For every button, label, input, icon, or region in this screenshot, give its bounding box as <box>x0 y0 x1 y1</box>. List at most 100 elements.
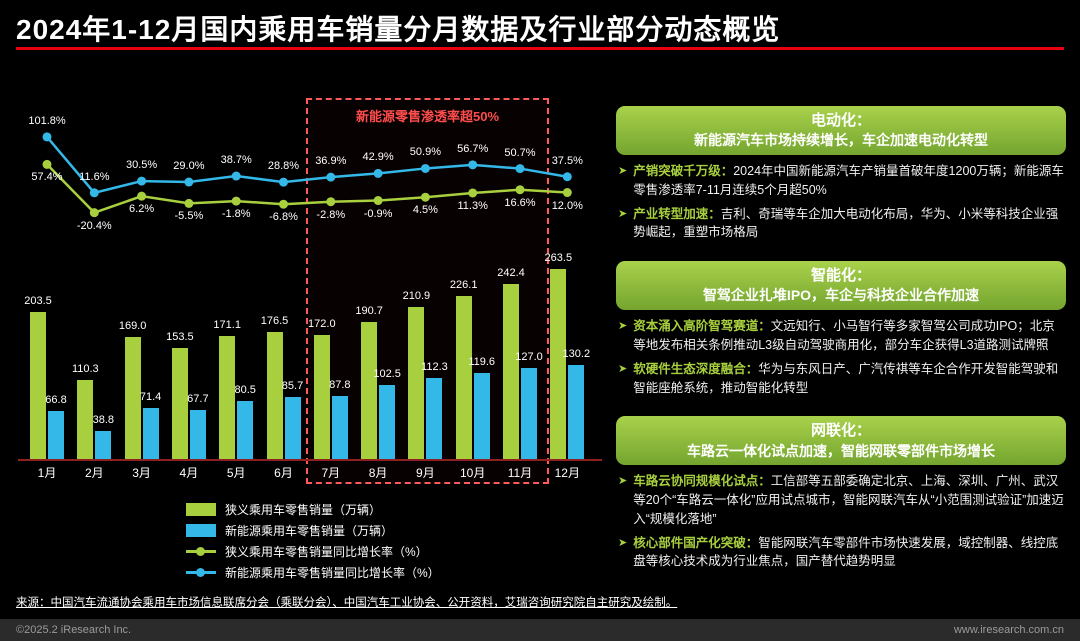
bar-retail <box>266 331 283 459</box>
bullet-arrow-icon: ➤ <box>618 207 628 220</box>
nev-growth-value: 50.7% <box>504 146 536 159</box>
website-link[interactable]: www.iresearch.com.cn <box>953 624 1064 636</box>
bar-retail-value: 153.5 <box>166 331 194 344</box>
bar-retail <box>455 296 472 459</box>
bar-nev <box>426 378 443 459</box>
x-axis-label: 11月 <box>507 466 533 480</box>
legend-line-dot <box>196 547 205 556</box>
nev-growth-value: 37.5% <box>551 154 583 167</box>
panel-3: 网联化： 车路云一体化试点加速，智能网联零部件市场增长 ➤ 车路云协同规模化试点：工信… <box>616 416 1066 576</box>
bar-retail-value: 263.5 <box>544 252 573 265</box>
legend-line-swatch <box>186 545 216 558</box>
bullet-keyword: 产业转型加速： <box>633 206 721 221</box>
nev-growth-value: 101.8% <box>28 114 66 127</box>
bullet-keyword: 软硬件生态深度融合： <box>633 361 759 376</box>
x-axis-label: 10月 <box>460 466 486 480</box>
bar-retail <box>503 284 519 459</box>
bar-nev-value: 85.7 <box>281 380 304 393</box>
nev-growth-value: 29.0% <box>173 160 205 173</box>
nev-penetration-annotation: 新能源零售渗透率超50% <box>355 109 500 124</box>
bullet-text: 产业转型加速：吉利、奇瑞等车企加大电动化布局，华为、小米等科技企业强势崛起，重塑… <box>633 206 1059 240</box>
bar-retail <box>313 335 330 459</box>
legend-label: 新能源乘用车零售销量（万辆） <box>225 524 394 538</box>
nev-growth-value: 36.9% <box>315 155 347 168</box>
nev-penetration-highlight-box: 新能源零售渗透率超50% <box>306 98 549 484</box>
bullet-keyword: 资本涌入高阶智驾赛道： <box>633 319 771 334</box>
bar-retail-value: 226.1 <box>449 279 478 292</box>
legend-bar-swatch <box>186 524 216 537</box>
copyright-text: ©2025.2 iResearch Inc. <box>16 624 132 636</box>
bar-nev <box>379 385 396 459</box>
bullet-item: ➤ 产销突破千万级：2024年中国新能源汽车产销量首破年度1200万辆；新能源车零… <box>618 162 1064 200</box>
panel-body: ➤ 产销突破千万级：2024年中国新能源汽车产销量首破年度1200万辆；新能源车零… <box>616 155 1066 242</box>
panel-title: 网联化： <box>810 422 871 440</box>
bar-retail-value: 169.0 <box>118 320 147 333</box>
bar-retail <box>77 379 94 459</box>
x-axis-label: 3月 <box>132 466 151 480</box>
panel-2: 智能化： 智驾企业扎堆IPO，车企与科技企业合作加速 ➤ 资本涌入高阶智驾赛道：文远知… <box>616 261 1066 402</box>
bullet-item: ➤ 核心部件国产化突破：智能网联汽车零部件市场快速发展，域控制器、线控底盘等核心技… <box>618 534 1064 572</box>
source-note: 来源：中国汽车流通协会乘用车市场信息联席分会（乘联分会）、中国汽车工业协会、公开… <box>16 597 678 609</box>
retail-growth-value: 57.4% <box>31 171 63 184</box>
bar-nev <box>284 397 301 459</box>
legend-item: 狭义乘用车零售销量同比增长率（%） <box>186 541 440 562</box>
sales-combo-chart: 新能源零售渗透率超50% 203.5 66.8 1月 110.3 38.8 2月 169.0 7… <box>10 92 610 492</box>
bullet-keyword: 车路云协同规模化试点： <box>633 474 771 489</box>
bar-nev-value: 87.8 <box>329 378 351 391</box>
bar-retail-value: 190.7 <box>355 304 383 317</box>
retail-growth-value: -0.9% <box>363 207 393 220</box>
x-axis-line <box>18 459 602 461</box>
nev-growth-value: 56.7% <box>457 142 489 155</box>
page-title: 2024年1-12月国内乘用车销量分月数据及行业部分动态概览 <box>16 14 781 45</box>
bar-retail-value: 203.5 <box>24 295 52 308</box>
retail-growth-value: 4.5% <box>412 204 438 217</box>
bar-nev <box>521 367 537 459</box>
panel-header: 智能化： 智驾企业扎堆IPO，车企与科技企业合作加速 <box>616 261 1066 311</box>
bar-retail <box>219 335 236 459</box>
retail-growth-value: -20.4% <box>76 219 112 232</box>
bar-nev <box>237 401 254 459</box>
retail-growth-value: 6.2% <box>129 203 155 216</box>
bar-nev <box>48 410 64 459</box>
bullet-arrow-icon: ➤ <box>618 475 628 488</box>
nev-growth-value: 28.8% <box>267 160 300 173</box>
bar-nev-value: 130.2 <box>562 348 591 361</box>
panel-subtitle: 智驾企业扎堆IPO，车企与科技企业合作加速 <box>702 287 980 304</box>
legend-label: 狭义乘用车零售销量（万辆） <box>225 503 382 517</box>
x-axis-label: 2月 <box>84 466 104 480</box>
bar-retail <box>171 348 188 459</box>
nev-growth-value: 11.6% <box>79 170 110 183</box>
bullet-text: 资本涌入高阶智驾赛道：文远知行、小马智行等多家智驾公司成功IPO；北京等地发布相… <box>633 319 1055 353</box>
bullet-arrow-icon: ➤ <box>618 320 628 333</box>
bar-retail <box>124 337 141 459</box>
nev-growth-value: 30.5% <box>125 159 158 172</box>
bar-nev-value: 67.7 <box>187 393 209 406</box>
x-axis-label: 4月 <box>179 466 199 480</box>
bullet-item: ➤ 产业转型加速：吉利、奇瑞等车企加大电动化布局，华为、小米等科技企业强势崛起，重… <box>618 205 1064 243</box>
retail-growth-value: -6.8% <box>269 211 298 224</box>
nev-growth-value: 42.9% <box>362 151 394 164</box>
panel-1: 电动化： 新能源汽车市场持续增长，车企加速电动化转型 ➤ 产销突破千万级：2024年中… <box>616 106 1066 247</box>
bar-retail-value: 210.9 <box>402 290 431 303</box>
x-axis-label: 8月 <box>368 466 388 480</box>
nev-growth-value: 50.9% <box>409 146 441 159</box>
retail-growth-value: -1.8% <box>221 208 251 221</box>
bullet-item: ➤ 资本涌入高阶智驾赛道：文远知行、小马智行等多家智驾公司成功IPO；北京等地发布… <box>618 317 1064 355</box>
bar-nev-value: 66.8 <box>45 393 67 406</box>
bar-retail-value: 172.0 <box>308 318 336 331</box>
panel-title: 电动化： <box>810 112 871 129</box>
bar-retail-value: 171.1 <box>213 318 241 331</box>
chart-legend: 狭义乘用车零售销量（万辆） 新能源乘用车零售销量（万辆） 狭义乘用车零售销量同比增长… <box>186 499 440 583</box>
bar-nev-value: 112.3 <box>421 361 448 374</box>
bullet-keyword: 产销突破千万级： <box>633 164 734 179</box>
bullet-arrow-icon: ➤ <box>618 362 628 375</box>
retail-growth-value: 16.6% <box>504 196 536 209</box>
bar-nev-value: 102.5 <box>373 368 401 381</box>
bar-retail <box>550 269 567 459</box>
legend-line-swatch <box>186 566 216 579</box>
bar-retail-value: 110.3 <box>71 362 99 375</box>
x-axis-label: 12月 <box>554 466 580 480</box>
x-axis-label: 5月 <box>226 466 246 480</box>
bullet-item: ➤ 软硬件生态深度融合：华为与东风日产、广汽传祺等车企合作开发智能驾驶和智能座舱系… <box>618 360 1064 398</box>
